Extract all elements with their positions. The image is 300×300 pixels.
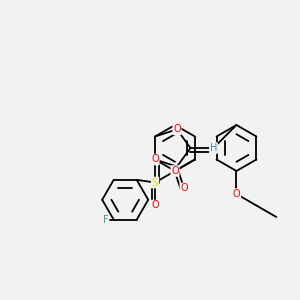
- Text: O: O: [180, 184, 188, 194]
- Text: O: O: [233, 189, 240, 199]
- Text: O: O: [151, 154, 159, 164]
- Text: F: F: [103, 215, 109, 225]
- Text: S: S: [152, 178, 158, 188]
- Text: O: O: [173, 124, 181, 134]
- Text: H: H: [210, 143, 217, 153]
- Text: O: O: [171, 166, 179, 176]
- Text: O: O: [151, 200, 159, 211]
